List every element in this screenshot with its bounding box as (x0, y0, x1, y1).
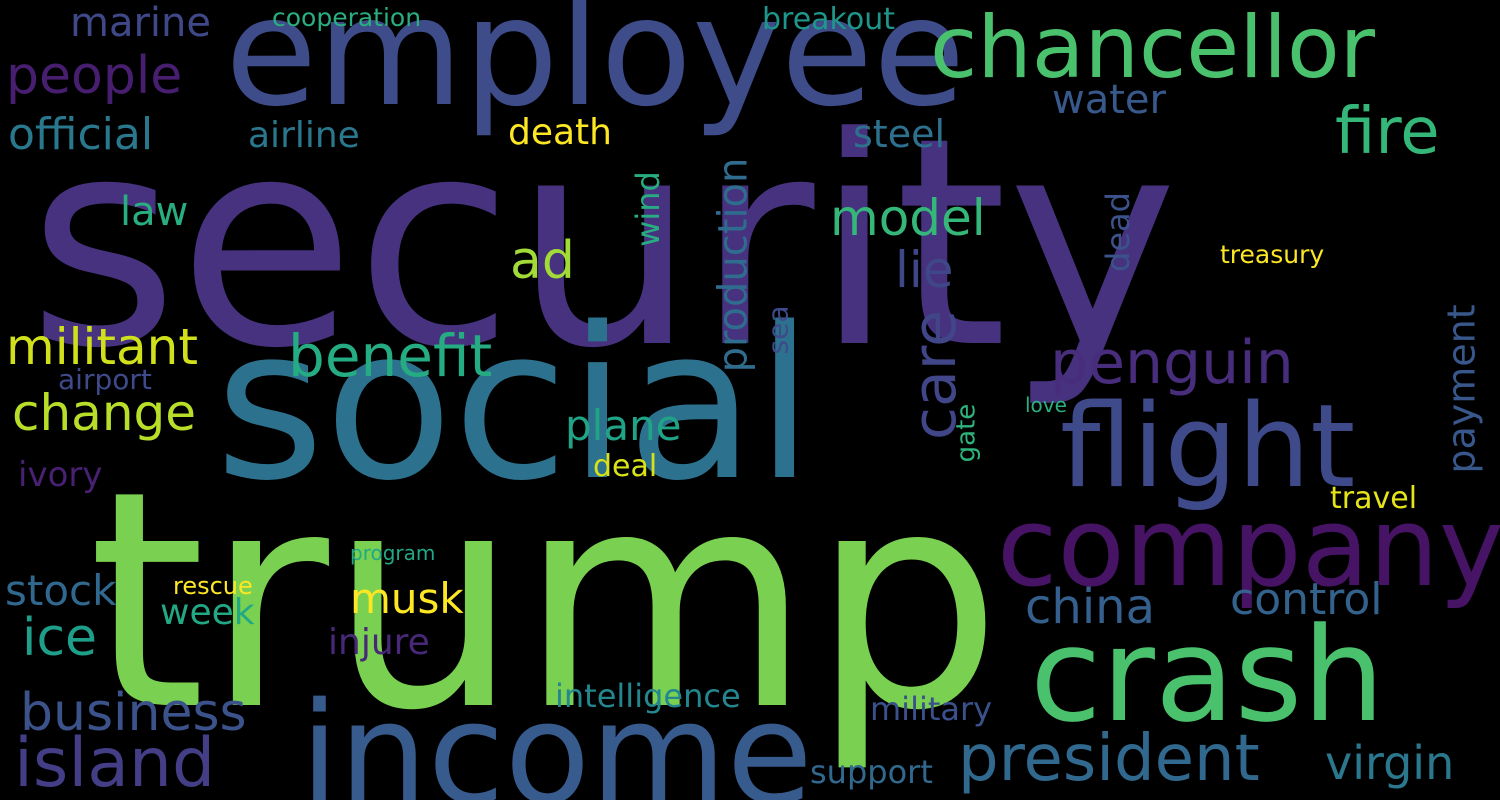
word-airline: airline (248, 115, 360, 156)
word-support: support (810, 753, 933, 791)
word-virgin: virgin (1325, 736, 1455, 790)
word-social: social (215, 282, 814, 527)
word-militant: militant (6, 318, 198, 376)
word-law: law (120, 189, 189, 235)
word-business: business (20, 683, 247, 743)
word-military: military (870, 690, 993, 728)
word-benefit: benefit (288, 322, 493, 390)
word-travel: travel (1330, 481, 1418, 516)
word-cooperation: cooperation (272, 3, 422, 32)
word-airport: airport (58, 363, 152, 396)
word-ice: ice (22, 608, 98, 668)
word-love: love (1025, 393, 1067, 417)
word-flight: flight (1060, 380, 1356, 514)
word-income: income (300, 673, 813, 800)
word-production: production (710, 157, 757, 373)
word-program: program (350, 541, 436, 565)
word-model: model (830, 189, 986, 247)
word-ivory: ivory (18, 455, 103, 495)
word-stock: stock (5, 566, 117, 615)
word-death: death (508, 112, 612, 153)
word-water: water (1052, 77, 1166, 123)
word-chancellor: chancellor (930, 0, 1375, 98)
word-plane: plane (565, 401, 682, 450)
word-musk: musk (350, 574, 464, 623)
word-penguin: penguin (1050, 328, 1294, 398)
word-steel: steel (853, 112, 946, 156)
word-intelligence: intelligence (555, 677, 741, 715)
word-control: control (1230, 574, 1383, 625)
word-change: change (12, 384, 197, 442)
word-payment: payment (1439, 304, 1484, 474)
word-fire: fire (1335, 95, 1440, 169)
word-company: company (997, 483, 1500, 611)
word-week: week (160, 592, 255, 633)
word-wind: wind (628, 171, 667, 247)
word-employee: employee (225, 0, 966, 140)
word-president: president (958, 722, 1260, 796)
word-island: island (14, 724, 216, 800)
word-people: people (6, 46, 183, 106)
word-gate: gate (951, 403, 982, 463)
word-marine: marine (70, 0, 211, 46)
word-sea: sea (761, 305, 795, 355)
word-injure: injure (328, 622, 430, 663)
word-dead: dead (1098, 192, 1137, 272)
word-rescue: rescue (173, 572, 253, 600)
word-official: official (8, 109, 154, 160)
word-trump: trump (88, 427, 1002, 776)
word-treasury: treasury (1220, 240, 1325, 269)
word-breakout: breakout (762, 2, 895, 37)
word-ad: ad (510, 231, 575, 291)
word-lie: lie (895, 241, 954, 299)
word-security: security (28, 76, 1178, 411)
word-crash: crash (1030, 599, 1385, 751)
word-china: china (1025, 579, 1155, 635)
word-deal: deal (593, 449, 658, 484)
